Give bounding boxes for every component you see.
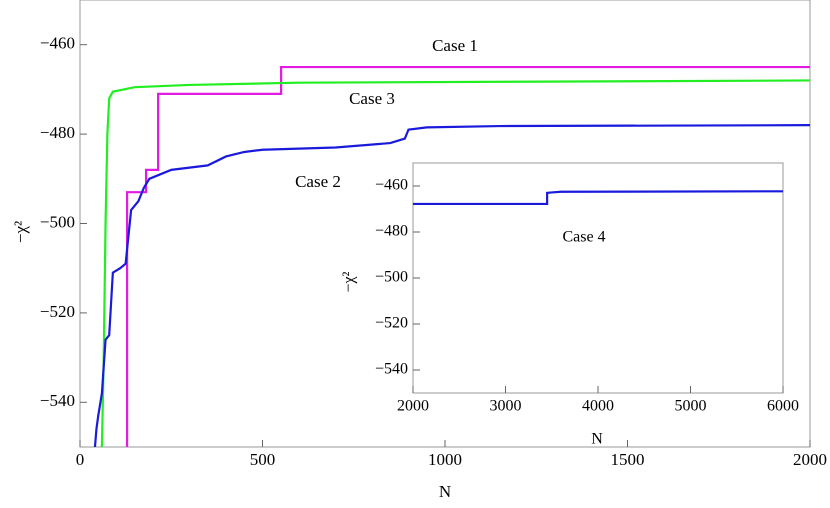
x-tick-label: 5000 [675, 398, 707, 415]
plot-frame [412, 162, 784, 394]
series-line [125, 65, 810, 447]
x-tick-label: 4000 [582, 398, 614, 415]
y-tick-label: −460 [40, 34, 75, 53]
series-line [93, 124, 810, 447]
x-tick-label: 2000 [397, 398, 429, 415]
y-axis-label: −χ² [341, 271, 358, 292]
x-axis-label: N [591, 431, 603, 448]
x-axis-label: N [439, 482, 451, 501]
x-tick-label: 2000 [793, 450, 827, 469]
x-tick-label: 500 [250, 450, 276, 469]
y-axis-label: −χ² [11, 221, 30, 243]
annotation: Case 2 [295, 172, 341, 191]
x-tick-label: 6000 [767, 398, 799, 415]
x-tick-label: 3000 [490, 398, 522, 415]
y-tick-label: −460 [375, 177, 408, 194]
y-tick-label: −500 [40, 212, 75, 231]
y-tick-label: −540 [40, 391, 75, 410]
annotation: Case 4 [562, 229, 605, 246]
y-tick-label: −520 [375, 315, 408, 332]
series-line [413, 190, 783, 206]
y-tick-label: −500 [375, 269, 408, 286]
x-tick-label: 0 [76, 450, 85, 469]
series-line [100, 79, 810, 447]
y-tick-label: −480 [40, 123, 75, 142]
y-tick-label: −520 [40, 302, 75, 321]
x-tick-label: 1500 [611, 450, 645, 469]
annotation: Case 1 [432, 36, 478, 55]
annotation: Case 3 [349, 89, 395, 108]
y-tick-label: −540 [375, 361, 408, 378]
x-tick-label: 1000 [428, 450, 462, 469]
y-tick-label: −480 [375, 223, 408, 240]
